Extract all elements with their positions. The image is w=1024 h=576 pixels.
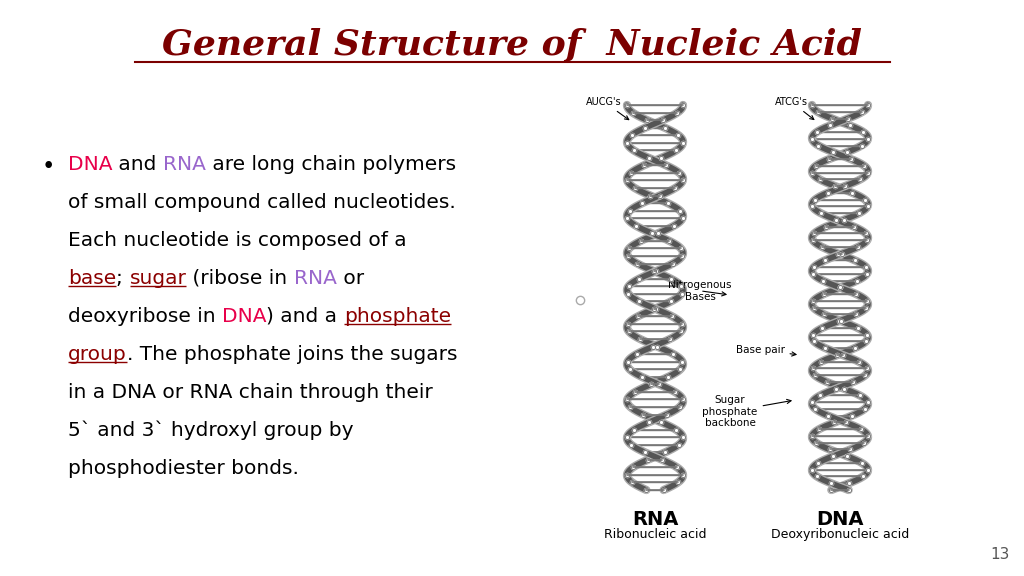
Text: DNA: DNA — [222, 307, 266, 326]
Text: Each nucleotide is composed of a: Each nucleotide is composed of a — [68, 231, 407, 250]
Text: of small compound called nucleotides.: of small compound called nucleotides. — [68, 193, 456, 212]
Text: DNA: DNA — [816, 510, 864, 529]
Text: base: base — [68, 269, 117, 288]
Text: Deoxyribonucleic acid: Deoxyribonucleic acid — [771, 528, 909, 541]
Text: sugar: sugar — [129, 269, 186, 288]
Text: ATCG's: ATCG's — [775, 97, 814, 119]
Text: deoxyribose in: deoxyribose in — [68, 307, 222, 326]
Text: in a DNA or RNA chain through their: in a DNA or RNA chain through their — [68, 383, 433, 402]
Text: RNA: RNA — [294, 269, 337, 288]
Text: RNA: RNA — [632, 510, 678, 529]
Text: AUCG's: AUCG's — [587, 97, 629, 120]
Text: RNA: RNA — [163, 155, 206, 174]
Text: Nitrogenous
Bases: Nitrogenous Bases — [669, 280, 732, 302]
Text: or: or — [337, 269, 364, 288]
Text: Sugar
phosphate
backbone: Sugar phosphate backbone — [702, 395, 792, 428]
Text: ) and a: ) and a — [266, 307, 344, 326]
Text: are long chain polymers: are long chain polymers — [206, 155, 457, 174]
Text: General Structure of  Nucleic Acid: General Structure of Nucleic Acid — [162, 28, 862, 62]
Text: 5` and 3` hydroxyl group by: 5` and 3` hydroxyl group by — [68, 421, 353, 441]
Text: Ribonucleic acid: Ribonucleic acid — [604, 528, 707, 541]
Text: 13: 13 — [990, 547, 1010, 562]
Text: •: • — [42, 155, 55, 178]
Text: DNA: DNA — [68, 155, 113, 174]
Text: and: and — [113, 155, 163, 174]
Text: group: group — [68, 345, 127, 364]
Text: (ribose in: (ribose in — [186, 269, 294, 288]
Text: phosphate: phosphate — [344, 307, 451, 326]
Text: ;: ; — [117, 269, 129, 288]
Text: Base pair: Base pair — [735, 345, 796, 356]
Text: . The phosphate joins the sugars: . The phosphate joins the sugars — [127, 345, 458, 364]
Text: phosphodiester bonds.: phosphodiester bonds. — [68, 459, 299, 478]
